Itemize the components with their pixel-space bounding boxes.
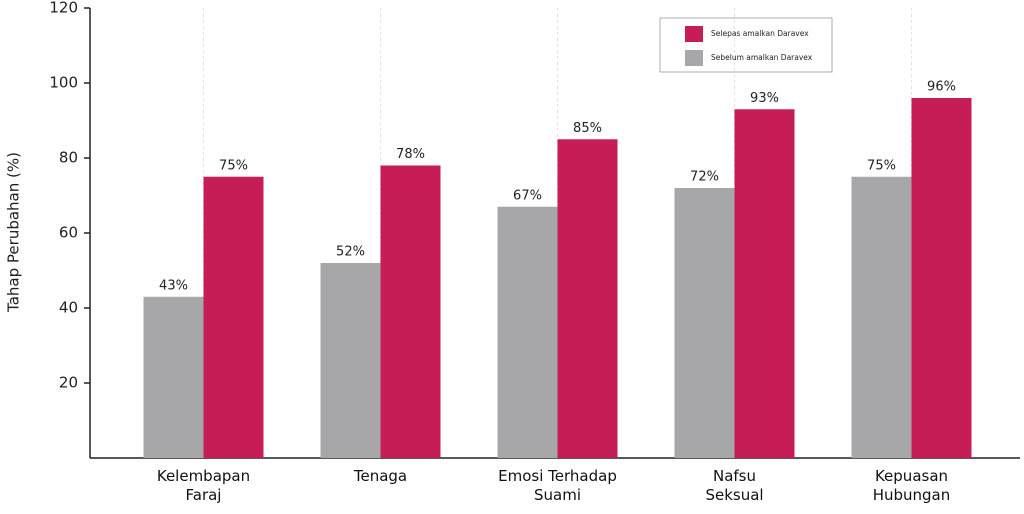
x-tick-label: Kepuasan Hubungan: [872, 467, 951, 504]
bar: [851, 176, 912, 458]
y-tick-label: 20: [59, 374, 78, 392]
x-tick-label: Emosi Terhadap Suami: [498, 467, 617, 504]
value-label: 67%: [513, 188, 542, 203]
value-label: 78%: [396, 147, 425, 162]
bar: [674, 188, 735, 458]
value-label: 93%: [750, 91, 779, 106]
bar: [911, 98, 972, 458]
y-tick-label: 40: [59, 299, 78, 317]
value-label: 72%: [690, 170, 719, 185]
value-label: 75%: [867, 158, 896, 173]
x-tick-label: Tenaga: [353, 467, 408, 485]
value-label: 85%: [573, 121, 602, 136]
y-tick-label: 100: [49, 74, 78, 92]
legend-swatch: [685, 50, 703, 66]
bar: [203, 176, 264, 458]
legend-swatch: [685, 26, 703, 42]
bar: [557, 139, 618, 458]
bar: [497, 206, 558, 458]
value-label: 96%: [927, 80, 956, 95]
value-label: 75%: [219, 158, 248, 173]
x-tick-label: Kelembapan Faraj: [156, 467, 251, 504]
value-label: 52%: [336, 245, 365, 260]
y-tick-label: 60: [59, 224, 78, 242]
y-tick-label: 80: [59, 149, 78, 167]
y-axis-title: Tahap Perubahan (%): [5, 152, 23, 313]
x-tick-label: Nafsu Seksual: [705, 467, 764, 504]
bar: [380, 165, 441, 458]
bar: [734, 109, 795, 458]
y-tick-label: 120: [49, 0, 78, 17]
legend-label: Sebelum amalkan Daravex: [711, 53, 813, 62]
value-label: 43%: [159, 278, 188, 293]
bar: [143, 296, 204, 458]
legend-label: Selepas amalkan Daravex: [711, 29, 809, 38]
bar: [320, 263, 381, 458]
